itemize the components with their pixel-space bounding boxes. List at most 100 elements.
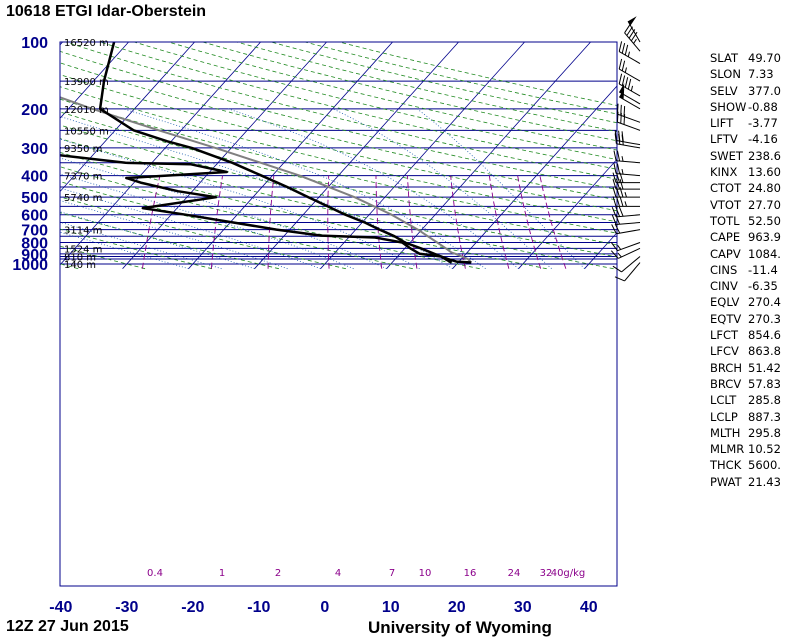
dry-adiabat xyxy=(168,42,617,151)
barb-flag xyxy=(616,172,620,183)
height-label: 3114 m xyxy=(64,226,102,237)
wind-barb xyxy=(612,196,640,207)
index-value: -6.35 xyxy=(748,279,778,294)
temperature-tick-label: -10 xyxy=(247,599,270,616)
index-row: CAPV 1084. xyxy=(710,246,781,262)
barb-staff xyxy=(616,214,641,218)
index-value: 270.3 xyxy=(748,311,781,326)
barb-flag xyxy=(611,214,617,225)
index-row: SELV 377.0 xyxy=(710,83,781,99)
chart-title: 10618 ETGI Idar-Oberstein xyxy=(6,3,207,20)
barb-staff xyxy=(616,221,641,226)
height-label: 12010 m xyxy=(64,105,109,116)
index-key: TOTL xyxy=(710,213,740,228)
mixing-ratio-line xyxy=(210,175,223,269)
barb-staff xyxy=(618,96,641,110)
index-row: LFCT 854.6 xyxy=(710,327,781,343)
barb-flag xyxy=(628,29,636,39)
barb-flag xyxy=(612,265,622,273)
mixing-ratio-label: 1 xyxy=(219,568,225,579)
barb-flag xyxy=(615,214,621,225)
barb-half-flag xyxy=(630,85,634,92)
index-value: 24.80 xyxy=(748,181,781,196)
height-label: 13900 m xyxy=(64,77,109,88)
index-key: KINX xyxy=(710,165,738,180)
pressure-tick-label: 1000 xyxy=(12,257,48,274)
barb-flag xyxy=(611,224,617,235)
index-key: LCLT xyxy=(710,393,737,408)
barb-flag xyxy=(624,77,629,88)
mixing-ratio-line xyxy=(450,175,466,269)
barb-flag xyxy=(613,150,617,161)
temperature-tick-label: 30 xyxy=(514,599,532,616)
temperature-tick-label: 0 xyxy=(320,599,329,616)
barb-flag xyxy=(612,172,617,183)
moist-adiabat xyxy=(60,200,288,270)
temperature-tick-label: 10 xyxy=(382,599,400,616)
isotherm-line xyxy=(320,42,525,269)
index-value: -4.16 xyxy=(748,132,778,147)
index-row: LIFT -3.77 xyxy=(710,115,781,131)
dry-adiabat xyxy=(134,42,617,160)
barb-half-flag xyxy=(624,192,627,198)
index-value: -0.88 xyxy=(748,99,778,114)
index-value: 238.6 xyxy=(748,148,781,163)
barb-staff xyxy=(616,173,641,177)
dry-adiabat xyxy=(60,62,617,201)
barb-flag xyxy=(614,276,625,282)
dry-adiabat xyxy=(65,42,617,180)
dry-adiabat xyxy=(60,228,213,270)
pressure-tick-label: 400 xyxy=(21,169,48,186)
mixing-ratio-line xyxy=(407,175,418,269)
barb-flag xyxy=(610,250,619,259)
index-value: 963.9 xyxy=(748,230,781,245)
barb-staff xyxy=(618,247,641,259)
index-key: BRCV xyxy=(710,376,742,391)
wind-barb xyxy=(616,111,641,131)
index-row: BRCH 51.42 xyxy=(710,360,781,376)
dry-adiabat xyxy=(60,124,617,258)
pressure-tick-label: 100 xyxy=(21,35,48,52)
index-key: CINV xyxy=(710,279,738,294)
index-key: LFCV xyxy=(710,344,739,359)
pressure-tick-label: 200 xyxy=(21,102,48,119)
height-label: 7370 m xyxy=(64,172,102,183)
index-row: THCK 5600. xyxy=(710,457,781,473)
barb-flag xyxy=(615,206,621,217)
pressure-tick-label: 500 xyxy=(21,190,48,207)
height-label: 9350 m xyxy=(64,144,102,155)
mixing-ratio-label: 16 xyxy=(464,568,477,579)
credit-label: University of Wyoming xyxy=(368,618,552,637)
index-row: SHOW -0.88 xyxy=(710,99,781,115)
barb-flag xyxy=(619,172,624,183)
dry-adiabat xyxy=(60,152,547,270)
temperature-tick-label: 40 xyxy=(580,599,598,616)
barb-staff xyxy=(617,121,641,131)
barb-flag xyxy=(627,78,632,90)
moist-adiabat xyxy=(123,108,486,270)
dry-adiabat xyxy=(60,111,617,246)
index-row: MLTH 295.8 xyxy=(710,425,781,441)
index-row: LCLP 887.3 xyxy=(710,409,781,425)
index-value: 854.6 xyxy=(748,328,781,343)
barb-flag xyxy=(621,60,626,71)
isotherm-line xyxy=(386,42,591,269)
barb-staff xyxy=(616,143,641,149)
isotherm-line xyxy=(122,42,327,269)
temperature-tick-label: -30 xyxy=(115,599,138,616)
index-key: CINS xyxy=(710,262,738,277)
temperature-tick-label: -40 xyxy=(49,599,72,616)
barb-half-flag xyxy=(633,38,637,44)
wind-barb xyxy=(611,223,641,235)
index-row: TOTL 52.50 xyxy=(710,213,781,229)
index-row: CAPE 963.9 xyxy=(710,229,781,245)
index-value: 10.52 xyxy=(748,442,781,457)
dry-adiabat xyxy=(60,74,617,212)
isotherm-line xyxy=(60,42,195,193)
barb-flag xyxy=(621,42,626,54)
index-value: 7.33 xyxy=(748,67,774,82)
barb-staff xyxy=(618,68,641,82)
temperature-line xyxy=(98,42,472,264)
barb-flag xyxy=(616,150,621,162)
index-row: SLON 7.33 xyxy=(710,66,781,82)
